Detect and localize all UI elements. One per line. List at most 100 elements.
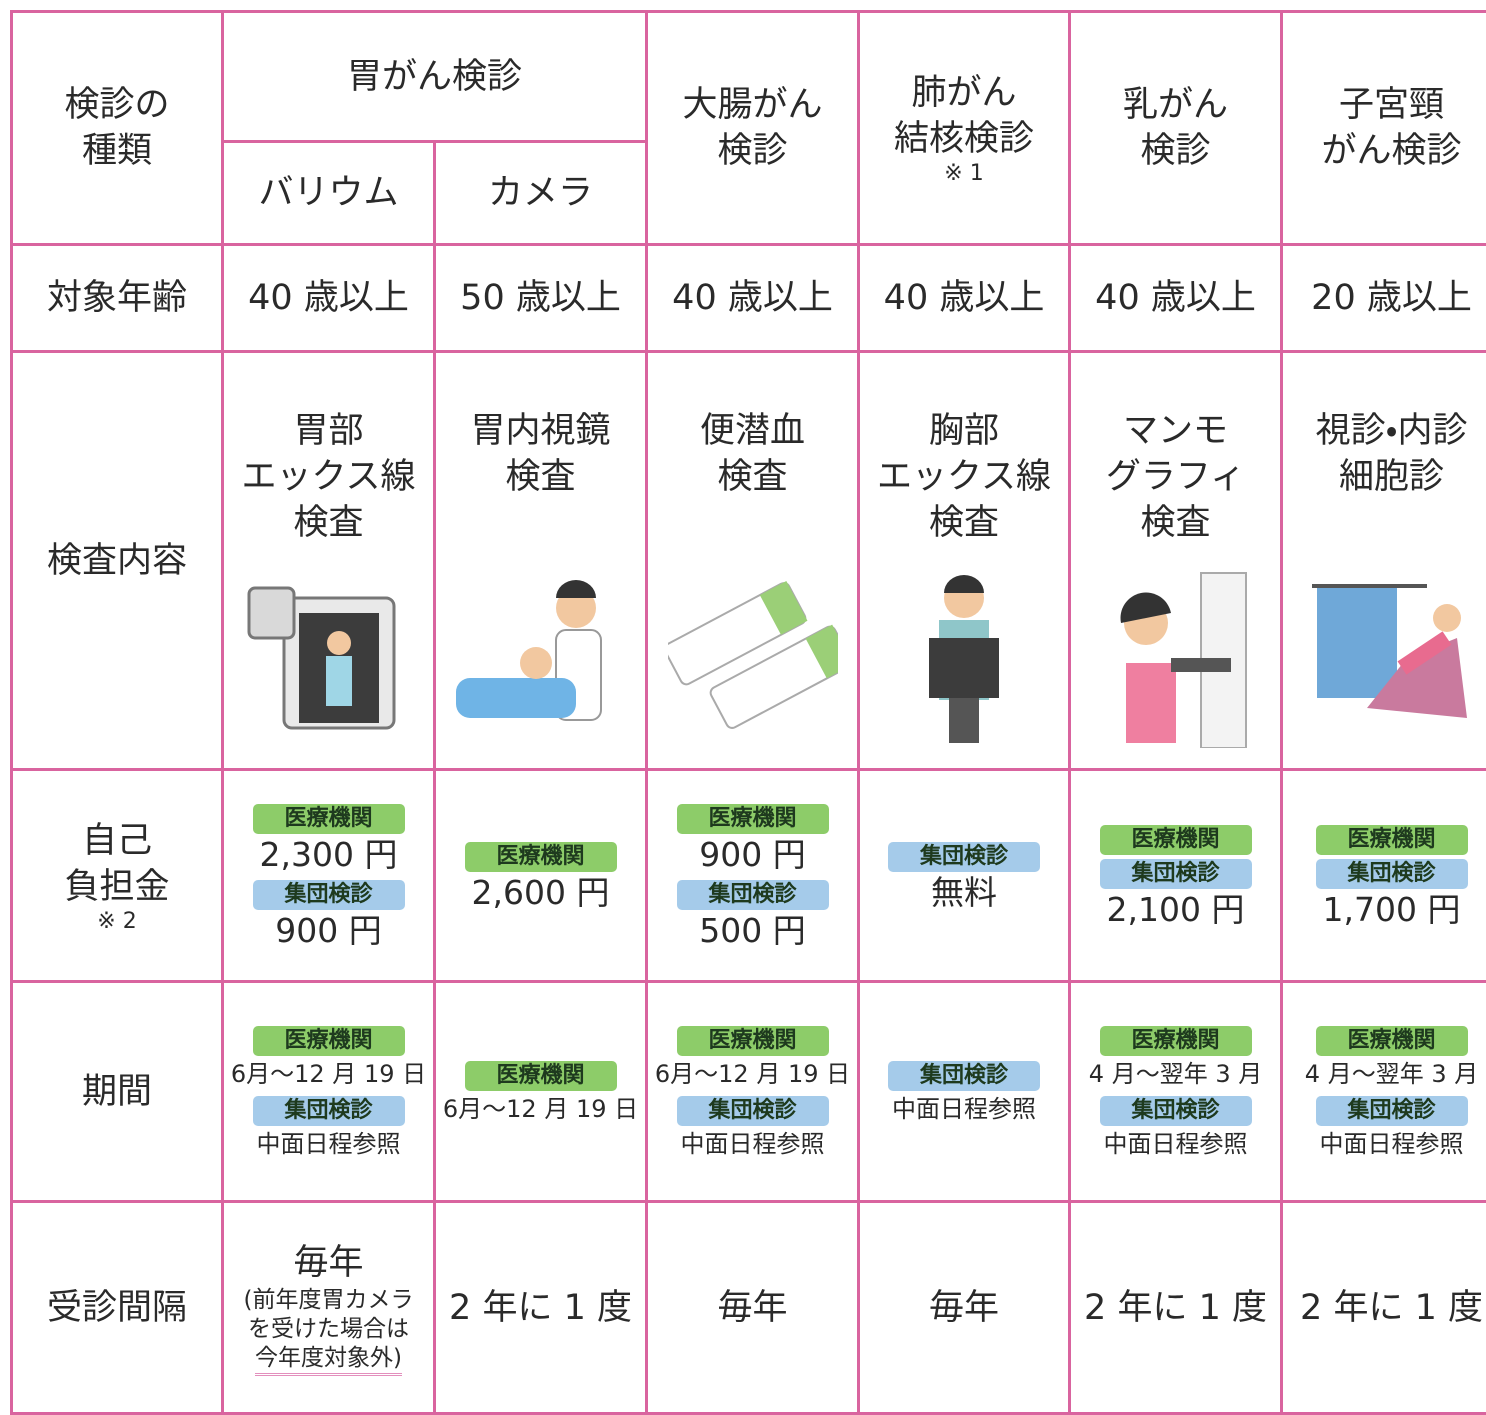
cell-line: 今年度対象外) xyxy=(224,1344,433,1376)
badge: 集団検診 xyxy=(253,880,405,910)
age-cell: 40 歳以上 xyxy=(647,245,859,352)
interval-main: 2 年に 1 度 xyxy=(1283,1285,1486,1331)
illustration xyxy=(668,568,838,748)
badge-wrap: 集団検診 xyxy=(1071,855,1280,889)
cell-line: 検診 xyxy=(1071,128,1280,174)
cell-text: 6月～12 月 19 日 xyxy=(436,1091,645,1127)
table-row: 検査内容胃部エックス線検査胃内視鏡検査便潜血検査胸部エックス線検査マンモグラフィ… xyxy=(12,352,1486,770)
badge: 集団検診 xyxy=(677,1096,829,1126)
cell-line: 検査 xyxy=(860,500,1068,546)
age-cell: 40 歳以上 xyxy=(223,245,435,352)
illustration xyxy=(879,568,1049,748)
illustration xyxy=(244,568,414,748)
cell-text: 1,700 円 xyxy=(1283,889,1486,931)
badge: 集団検診 xyxy=(677,880,829,910)
badge-wrap: 集団検診 xyxy=(1283,1092,1486,1126)
interval-cell: 2 年に 1 度 xyxy=(435,1202,647,1414)
interval-cell: 2 年に 1 度 xyxy=(1282,1202,1486,1414)
badge: 集団検診 xyxy=(1316,1096,1468,1126)
row-label: 検査内容 xyxy=(12,352,223,770)
cell-text: 中面日程参照 xyxy=(648,1126,857,1162)
cell-text: 6月～12 月 19 日 xyxy=(224,1056,433,1092)
cell-line: 検査 xyxy=(648,454,857,500)
badge-wrap: 集団検診 xyxy=(224,876,433,910)
cell-line: 胸部 xyxy=(860,408,1068,454)
cell-line: カメラ xyxy=(436,170,645,216)
badge-wrap: 医療機関 xyxy=(436,838,645,872)
cell-text: 中面日程参照 xyxy=(860,1091,1068,1127)
content-cell: 視診・内診細胞診 xyxy=(1282,352,1486,770)
row-label: 受診間隔 xyxy=(12,1202,223,1414)
illustration xyxy=(1307,568,1477,748)
interval-cell: 毎年(前年度胃カメラを受けた場合は今年度対象外) xyxy=(223,1202,435,1414)
badge: 集団検診 xyxy=(1100,1096,1252,1126)
badge-wrap: 医療機関 xyxy=(1071,821,1280,855)
cell-line: 検査 xyxy=(436,454,645,500)
label-note: ※ 2 xyxy=(13,910,221,934)
cell-line: エックス線 xyxy=(224,454,433,500)
cell-text: 4 月～翌年 3 月 xyxy=(1071,1056,1280,1092)
age-cell: 40 歳以上 xyxy=(859,245,1070,352)
badge: 集団検診 xyxy=(888,842,1040,872)
content-cell: 胃部エックス線検査 xyxy=(223,352,435,770)
badge-wrap: 医療機関 xyxy=(648,800,857,834)
header-cell: 胃がん検診 xyxy=(223,12,647,142)
cell-line: 種類 xyxy=(13,128,221,174)
cell-line: 検査 xyxy=(224,500,433,546)
badge-wrap: 医療機関 xyxy=(1071,1022,1280,1056)
interval-cell: 毎年 xyxy=(647,1202,859,1414)
row-label: 自己負担金※ 2 xyxy=(12,770,223,982)
badge: 集団検診 xyxy=(253,1096,405,1126)
underlined-note: 今年度対象外) xyxy=(255,1344,402,1376)
badge: 医療機関 xyxy=(677,804,829,834)
cell-text: 4 月～翌年 3 月 xyxy=(1283,1056,1486,1092)
cell-line: 胃内視鏡 xyxy=(436,408,645,454)
header-note: ※ 1 xyxy=(860,162,1068,186)
badge-wrap: 集団検診 xyxy=(1071,1092,1280,1126)
cell-line: を受けた場合は xyxy=(224,1315,433,1344)
badge: 医療機関 xyxy=(1100,825,1252,855)
cell-line: 便潜血 xyxy=(648,408,857,454)
cost-cell: 集団検診無料 xyxy=(859,770,1070,982)
interval-main: 毎年 xyxy=(860,1285,1068,1331)
cell-text: 6月～12 月 19 日 xyxy=(648,1056,857,1092)
cell-line: 自己 xyxy=(13,818,221,864)
cell-text: 2,300 円 xyxy=(224,834,433,876)
badge-wrap: 医療機関 xyxy=(224,1022,433,1056)
cell-text: 900 円 xyxy=(648,834,857,876)
badge: 医療機関 xyxy=(253,1026,405,1056)
content-cell: 胸部エックス線検査 xyxy=(859,352,1070,770)
header-title: 胃がん検診 xyxy=(224,54,645,100)
interval-main: 毎年 xyxy=(224,1240,433,1286)
cell-line: 負担金 xyxy=(13,864,221,910)
badge-wrap: 医療機関 xyxy=(648,1022,857,1056)
badge-wrap: 医療機関 xyxy=(224,800,433,834)
content-cell: 便潜血検査 xyxy=(647,352,859,770)
cell-line: マンモ xyxy=(1071,408,1280,454)
badge-wrap: 集団検診 xyxy=(1283,855,1486,889)
badge: 医療機関 xyxy=(677,1026,829,1056)
content-cell: マンモグラフィ検査 xyxy=(1070,352,1282,770)
cell-line: 結核検診 xyxy=(860,116,1068,162)
cell-line: 大腸がん xyxy=(648,82,857,128)
cell-text: 2,100 円 xyxy=(1071,889,1280,931)
age-cell: 50 歳以上 xyxy=(435,245,647,352)
cell-line: 検診 xyxy=(648,128,857,174)
cell-line: 検査 xyxy=(1071,500,1280,546)
interval-main: 毎年 xyxy=(648,1285,857,1331)
badge: 医療機関 xyxy=(1316,825,1468,855)
cell-line: がん検診 xyxy=(1283,128,1486,174)
cell-text: 500 円 xyxy=(648,910,857,952)
cell-line: 視診・内診 xyxy=(1283,408,1486,454)
header-sub: バリウム xyxy=(223,142,435,245)
